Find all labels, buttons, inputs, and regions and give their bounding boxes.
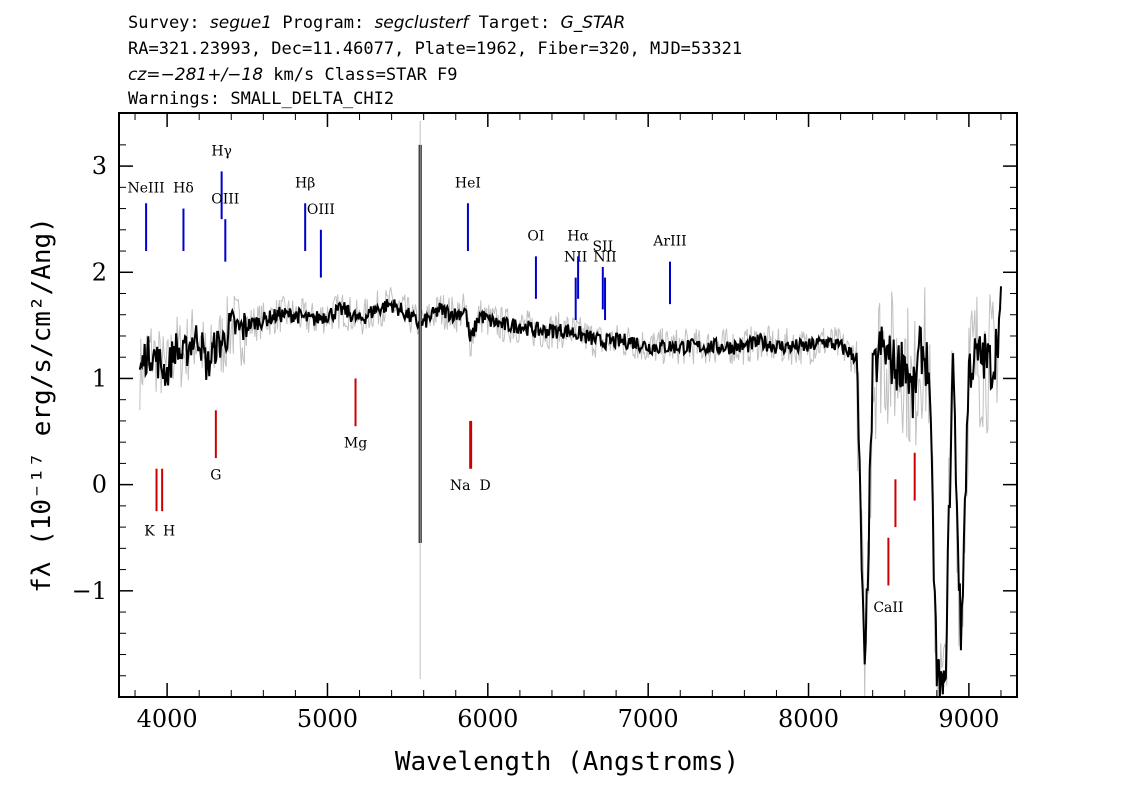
emission-line-label: HeI bbox=[455, 175, 481, 191]
header-line-2: RA=321.23993, Dec=11.46077, Plate=1962, … bbox=[128, 39, 742, 59]
x-tick-label: 4000 bbox=[137, 705, 198, 733]
emission-line-label: OIII bbox=[211, 191, 239, 207]
x-tick-label: 6000 bbox=[457, 705, 518, 733]
header-line-1: Survey: segue1 Program: segclusterf Targ… bbox=[128, 13, 625, 33]
absorption-line-label: H bbox=[163, 524, 175, 540]
absorption-line-label: CaII bbox=[873, 600, 903, 616]
x-tick-label: 5000 bbox=[297, 705, 358, 733]
emission-line-label: NII bbox=[593, 250, 616, 266]
y-tick-label: −1 bbox=[72, 577, 107, 605]
emission-line-label: Hβ bbox=[295, 175, 315, 191]
chart-header: Survey: segue1 Program: segclusterf Targ… bbox=[128, 13, 742, 109]
y-tick-label: 1 bbox=[92, 364, 107, 392]
absorption-line-label: Na bbox=[450, 478, 471, 494]
header-line-3: cz=−281+/−18 km/s Class=STAR F9 bbox=[128, 65, 458, 85]
error-trace bbox=[139, 287, 1002, 698]
x-tick-label: 9000 bbox=[938, 705, 999, 733]
emission-line-label: OIII bbox=[307, 202, 335, 218]
y-tick-label: 2 bbox=[92, 258, 107, 286]
plot-content: NeIII HδHγOIIIHβOIIIHeIOINIIHαSIINIIArIII… bbox=[128, 121, 1002, 698]
emission-line-label: OI bbox=[527, 228, 544, 244]
absorption-line-label: G bbox=[210, 467, 221, 483]
emission-line-label: Hγ bbox=[211, 143, 232, 159]
plot-frame bbox=[118, 112, 1018, 698]
absorption-line-label: Mg bbox=[344, 435, 367, 451]
absorption-line-label: K bbox=[144, 524, 155, 540]
header-line-4: Warnings: SMALL_DELTA_CHI2 bbox=[128, 89, 394, 109]
x-tick-label: 7000 bbox=[618, 705, 679, 733]
flux-trace bbox=[138, 286, 1002, 698]
absorption-line-label: D bbox=[480, 478, 491, 494]
y-tick-label: 3 bbox=[92, 152, 107, 180]
emission-line-label: NII bbox=[564, 250, 587, 266]
x-axis-title: Wavelength (Angstroms) bbox=[395, 747, 739, 777]
emission-line-label: SII bbox=[592, 239, 613, 255]
emission-line-label: Hα bbox=[567, 228, 589, 244]
y-axis-title: fλ (10⁻¹⁷ erg/s/cm²/Ang) bbox=[27, 217, 57, 593]
emission-line-label: NeIII bbox=[128, 181, 165, 197]
emission-line-label: ArIII bbox=[652, 234, 686, 250]
emission-line-label: Hδ bbox=[173, 181, 194, 197]
axis-ticks: 4000 5000 6000 7000 8000 9000 −1 0 1 2 3 bbox=[72, 113, 1017, 733]
x-tick-label: 8000 bbox=[778, 705, 839, 733]
y-tick-label: 0 bbox=[92, 471, 107, 499]
